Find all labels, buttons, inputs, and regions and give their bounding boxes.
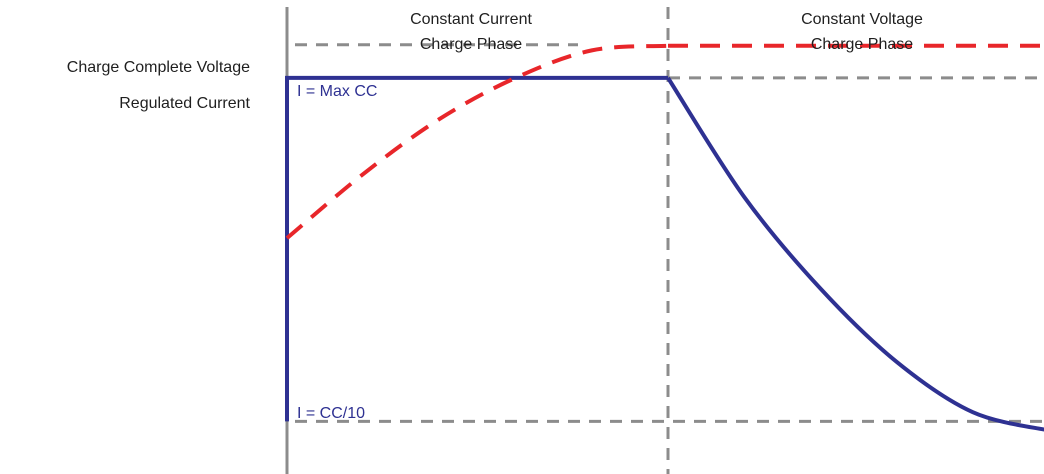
- guide-lines: [295, 43, 1044, 423]
- phase-cc-label-line1: Constant Current: [410, 11, 532, 28]
- phase-cv-label-line1: Constant Voltage: [801, 11, 923, 28]
- phase-cc-label-line2: Charge Phase: [420, 36, 522, 53]
- charge-complete-voltage-label: Charge Complete Voltage: [67, 59, 250, 76]
- voltage-rise: [285, 43, 669, 240]
- max-cc-annotation: I = Max CC: [297, 83, 377, 100]
- cc-over-10-annotation: I = CC/10: [297, 405, 365, 422]
- series-group: [285, 43, 1044, 432]
- current-cv-decay: [666, 76, 1044, 432]
- phase-cv-label-line2: Charge Phase: [811, 36, 913, 53]
- regulated-current-label: Regulated Current: [119, 95, 250, 112]
- current-cc-segment: [285, 75, 668, 422]
